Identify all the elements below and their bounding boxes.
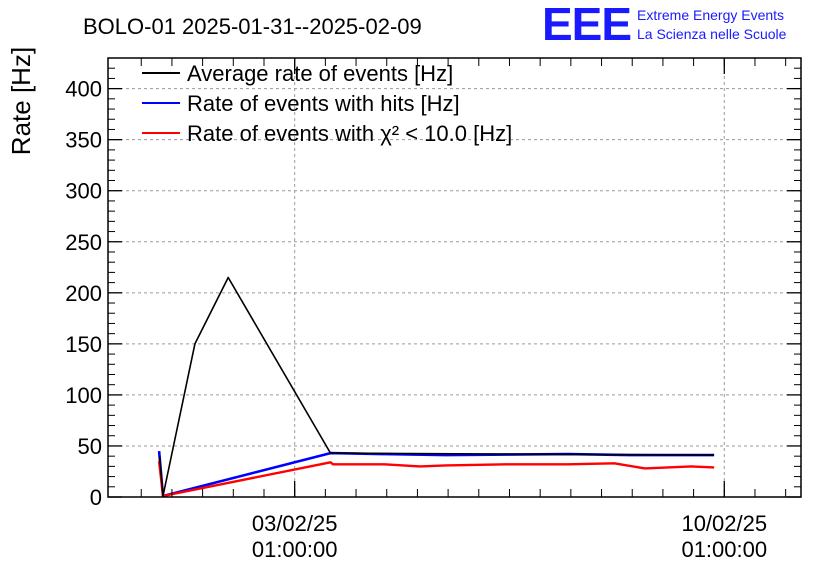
y-tick-label: 400 — [65, 77, 102, 102]
legend-entry-1: Average rate of events [Hz] — [187, 61, 453, 86]
series-line-3 — [157, 461, 715, 498]
x-tick-label: 10/02/25 — [681, 511, 767, 536]
series-line-1 — [158, 276, 715, 497]
x-tick-label: 01:00:00 — [681, 537, 767, 562]
chart-title: BOLO-01 2025-01-31--2025-02-09 — [83, 14, 422, 39]
legend-entry-2: Rate of events with hits [Hz] — [187, 91, 460, 116]
y-tick-label: 200 — [65, 281, 102, 306]
y-tick-label: 0 — [90, 485, 102, 510]
logo-line-1: Extreme Energy Events — [637, 7, 784, 23]
plot-frame — [107, 57, 802, 498]
series-layer — [157, 276, 715, 498]
logo: EEE Extreme Energy Events La Scienza nel… — [542, 0, 787, 50]
logo-line-2: La Scienza nelle Scuole — [637, 26, 787, 42]
y-tick-label: 150 — [65, 332, 102, 357]
grid — [108, 58, 801, 497]
y-tick-label: 350 — [65, 128, 102, 153]
y-tick-label: 100 — [65, 383, 102, 408]
axis-ticks: 05010015020025030035040003/02/2501:00:00… — [65, 58, 801, 562]
legend: Average rate of events [Hz] Rate of event… — [142, 61, 512, 146]
y-tick-label: 300 — [65, 179, 102, 204]
logo-letters: EEE — [542, 0, 631, 50]
x-tick-label: 01:00:00 — [252, 537, 338, 562]
legend-entry-3: Rate of events with χ² < 10.0 [Hz] — [187, 121, 512, 146]
y-axis-label: Rate [Hz] — [6, 47, 36, 155]
series-line-2 — [157, 450, 715, 498]
y-tick-label: 50 — [78, 434, 102, 459]
x-tick-label: 03/02/25 — [252, 511, 338, 536]
y-tick-label: 250 — [65, 230, 102, 255]
